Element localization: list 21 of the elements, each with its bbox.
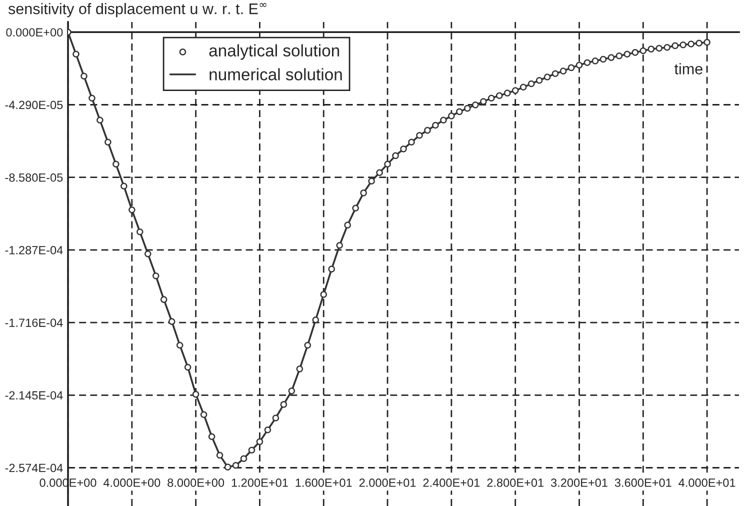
y-tick-label: -1.287E-04 xyxy=(5,246,63,254)
y-tick-label: -8.580E-05 xyxy=(5,173,63,182)
x-tick-label: 1.600E+01 xyxy=(296,478,352,487)
x-tick-label: 3.200E+01 xyxy=(550,478,608,487)
x-tick-label: 3.600E+01 xyxy=(614,478,672,487)
x-tick-label: 8.000E+00 xyxy=(168,478,224,487)
x-tick-label: 1.200E+01 xyxy=(232,478,288,487)
y-tick-label: 0.000E+00 xyxy=(6,28,63,37)
y-tick-label: -1.716E-04 xyxy=(5,318,63,327)
y-tick-label: -4.290E-05 xyxy=(5,100,63,110)
x-axis-title: time xyxy=(674,63,702,74)
x-tick-label: 2.800E+01 xyxy=(487,478,544,487)
x-tick-label: 2.400E+01 xyxy=(423,478,480,487)
legend-label: numerical solution xyxy=(210,68,342,80)
x-tick-label: 4.000E+01 xyxy=(678,478,736,487)
x-tick-label: 2.000E+01 xyxy=(359,478,416,487)
y-tick-label: -2.574E-04 xyxy=(5,464,63,472)
legend-label: analytical solution xyxy=(209,44,340,60)
x-tick-label: 4.000E+00 xyxy=(103,478,160,487)
chart-title: sensitivity of displacement u w. r. t. E$^{∞}$ xyxy=(8,3,266,18)
y-tick-label: -2.145E-04 xyxy=(5,391,63,400)
